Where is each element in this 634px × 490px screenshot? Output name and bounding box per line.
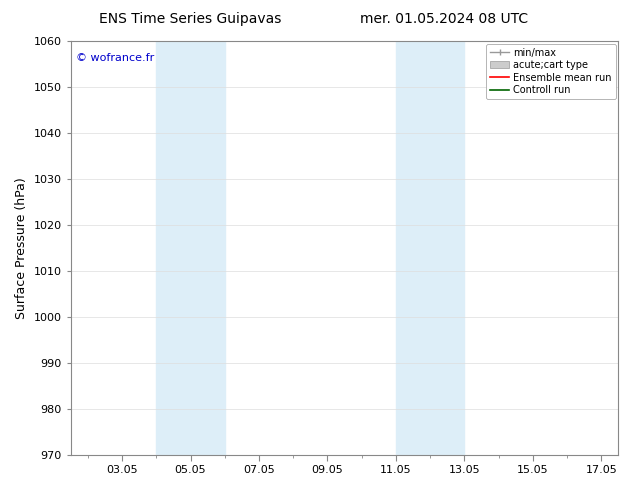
Text: mer. 01.05.2024 08 UTC: mer. 01.05.2024 08 UTC (359, 12, 528, 26)
Text: © wofrance.fr: © wofrance.fr (76, 53, 155, 64)
Bar (396, 41, 465, 455)
Bar (157, 41, 225, 455)
Legend: min/max, acute;cart type, Ensemble mean run, Controll run: min/max, acute;cart type, Ensemble mean … (486, 44, 616, 99)
Text: ENS Time Series Guipavas: ENS Time Series Guipavas (99, 12, 281, 26)
Y-axis label: Surface Pressure (hPa): Surface Pressure (hPa) (15, 177, 28, 318)
